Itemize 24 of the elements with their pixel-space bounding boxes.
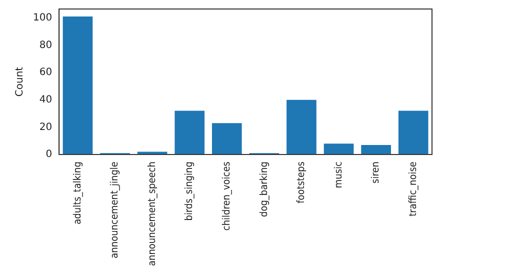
x-tick-label: adults_talking — [72, 162, 84, 224]
y-tick-label: 0 — [46, 149, 52, 160]
y-tick-label: 20 — [39, 122, 52, 133]
bar — [286, 100, 316, 155]
y-axis-title: Count — [14, 66, 26, 97]
x-tick-label: music — [333, 161, 344, 188]
x-tick-label: traffic_noise — [408, 161, 419, 216]
bar — [212, 123, 242, 155]
bar — [324, 144, 354, 155]
bar — [62, 16, 93, 155]
x-tick-label: birds_singing — [184, 162, 196, 221]
x-tick-label: announcement_jingle — [110, 161, 121, 258]
y-tick-label: 60 — [39, 67, 52, 78]
bar — [398, 110, 428, 155]
x-tick-label: siren — [370, 162, 382, 184]
bar — [361, 144, 391, 155]
y-tick-label: 80 — [39, 40, 52, 51]
x-tick-label: footsteps — [296, 161, 308, 204]
y-tick-label: 100 — [32, 12, 52, 24]
x-tick-label: announcement_speech — [146, 162, 158, 266]
bar — [174, 110, 205, 155]
x-tick-label: children_voices — [221, 161, 232, 231]
x-tick-label: dog_barking — [258, 162, 270, 218]
y-tick-label: 40 — [39, 94, 52, 106]
